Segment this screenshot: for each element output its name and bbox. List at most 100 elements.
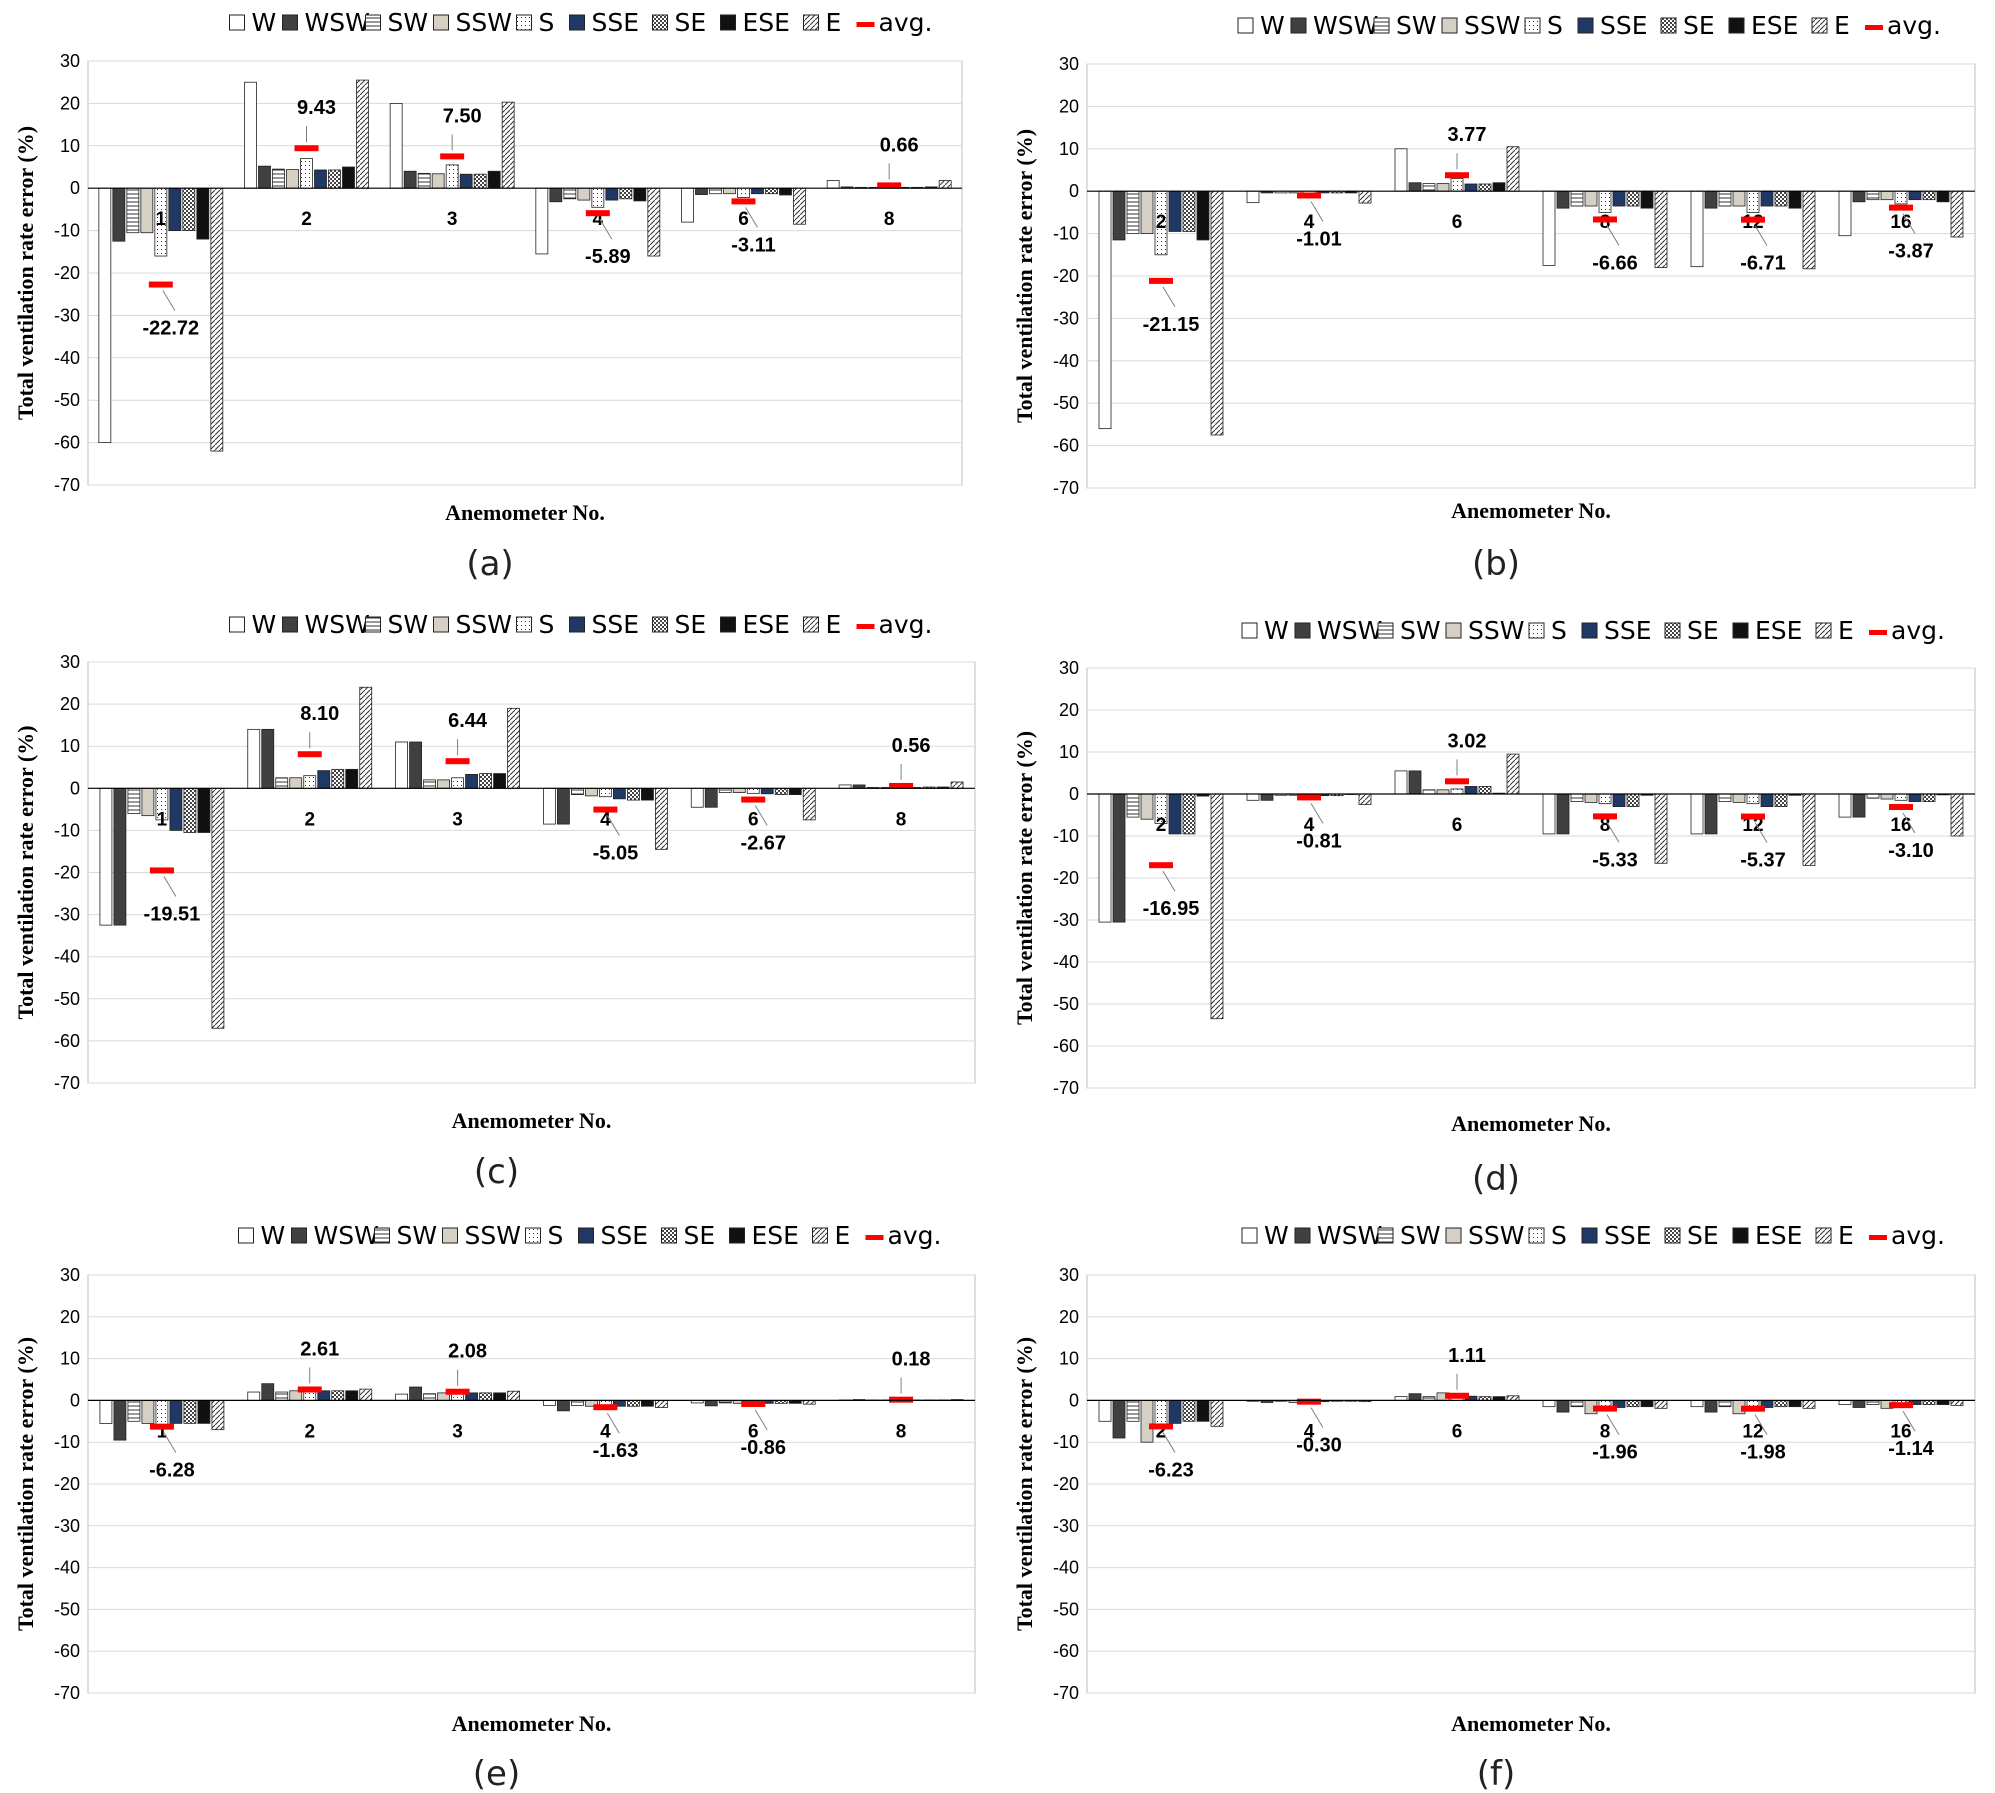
legend-label: SE [684, 1221, 716, 1250]
bar-ese [345, 768, 359, 789]
y-tick-label: -30 [1053, 308, 1079, 328]
avg-data-label: -19.51 [144, 903, 201, 925]
bar-sw [417, 172, 431, 189]
legend-label: W [261, 1221, 286, 1250]
bar-wsw [1408, 182, 1422, 192]
bar-s [1746, 190, 1760, 213]
legend-label: E [1838, 616, 1854, 645]
bar-w [690, 787, 704, 808]
avg-data-label: -6.28 [149, 1460, 195, 1482]
avg-data-label: -1.96 [1592, 1442, 1638, 1464]
x-tick-label: 3 [452, 809, 463, 830]
bar-sw [127, 1400, 141, 1422]
x-tick-label: 2 [1156, 1421, 1167, 1442]
legend-swatch-e [812, 1227, 828, 1244]
bar-ssw [585, 787, 598, 797]
legend-swatch-se [1664, 622, 1681, 639]
legend-swatch-sse [569, 14, 585, 31]
y-tick-label: -20 [1053, 868, 1079, 888]
y-tick-label: -40 [1053, 952, 1079, 972]
avg-leader [754, 805, 768, 826]
bar-sse [760, 787, 774, 795]
legend-label: W [1260, 11, 1285, 40]
bar-e [1358, 190, 1372, 204]
legend-label: SSE [1600, 11, 1648, 40]
bar-sse [1168, 1400, 1182, 1424]
y-tick-label: -10 [1053, 826, 1079, 846]
legend-label: ESE [743, 8, 790, 37]
bar-e [655, 787, 668, 850]
legend-swatch-e [1815, 622, 1832, 639]
y-tick-label: 0 [1069, 1390, 1079, 1410]
x-tick-label: 4 [593, 209, 604, 230]
legend-swatch-w [238, 1227, 254, 1244]
x-tick-label: 2 [1156, 815, 1167, 836]
bar-se [765, 187, 778, 195]
bar-se [1626, 793, 1640, 808]
legend-swatch-ese [729, 1227, 745, 1244]
bar-e [1802, 1400, 1816, 1409]
bar-sse [1612, 190, 1626, 207]
bar-sse [169, 1400, 183, 1424]
legend-label: ESE [743, 610, 790, 639]
bar-se [183, 787, 197, 833]
avg-data-label: -1.01 [1296, 228, 1342, 250]
bar-wsw [1260, 793, 1274, 801]
panel-letter: (d) [1472, 1159, 1520, 1199]
avg-leader [1162, 286, 1176, 308]
bar-se [1922, 190, 1936, 201]
bar-sw [127, 787, 141, 814]
avg-marker [294, 145, 319, 152]
bar-wsw [409, 741, 422, 789]
bar-ese [196, 187, 210, 240]
legend-swatch-w [1241, 622, 1258, 639]
legend-label: S [539, 8, 555, 37]
avg-leader [1606, 822, 1620, 843]
bar-w [1098, 1400, 1112, 1422]
bar-e [1654, 1400, 1668, 1409]
bar-e [1506, 146, 1520, 192]
bar-ese [1788, 190, 1802, 209]
x-tick-label: 6 [1452, 815, 1463, 836]
bar-ssw [1584, 190, 1598, 207]
bar-ese [1640, 1400, 1654, 1408]
legend-swatch-ese [720, 14, 736, 31]
bar-sw [718, 787, 732, 793]
bar-wsw [1408, 1393, 1422, 1401]
avg-data-label: -6.23 [1148, 1459, 1194, 1481]
avg-data-label: 0.56 [892, 735, 931, 757]
avg-leader [163, 876, 177, 897]
legend-swatch-sse [578, 1227, 594, 1244]
avg-marker [1297, 192, 1321, 199]
legend-label: SSW [456, 8, 512, 37]
avg-marker [1889, 1402, 1913, 1409]
bar-sw [1422, 789, 1436, 795]
bar-sse [1612, 793, 1626, 808]
legend-swatch-ssw [442, 1227, 458, 1244]
bar-w [1542, 190, 1556, 266]
bar-e [1802, 793, 1816, 866]
y-tick-label: 0 [70, 778, 80, 798]
avg-marker [1445, 778, 1469, 785]
bar-sw [1570, 190, 1584, 207]
avg-marker [1741, 216, 1765, 223]
x-tick-label: 6 [748, 809, 759, 830]
legend-label: SW [1396, 11, 1437, 40]
y-tick-label: -10 [54, 221, 80, 241]
avg-data-label: -21.15 [1143, 314, 1200, 336]
bar-se [182, 187, 196, 231]
avg-marker [440, 153, 465, 160]
x-tick-label: 16 [1890, 212, 1911, 233]
y-tick-label: -20 [54, 263, 80, 283]
bar-ssw [1880, 793, 1894, 800]
y-tick-label: 30 [60, 1265, 80, 1285]
bar-ese [1196, 1400, 1210, 1422]
avg-marker [1445, 1392, 1469, 1399]
bar-sse [1168, 793, 1182, 835]
legend-swatch-se [1660, 17, 1677, 34]
y-tick-label: -70 [54, 1073, 80, 1093]
bar-se [1478, 786, 1492, 795]
legend-label: WSW [305, 8, 370, 37]
bar-e [507, 1390, 520, 1401]
x-axis-label: Anemometer No. [452, 1711, 612, 1736]
